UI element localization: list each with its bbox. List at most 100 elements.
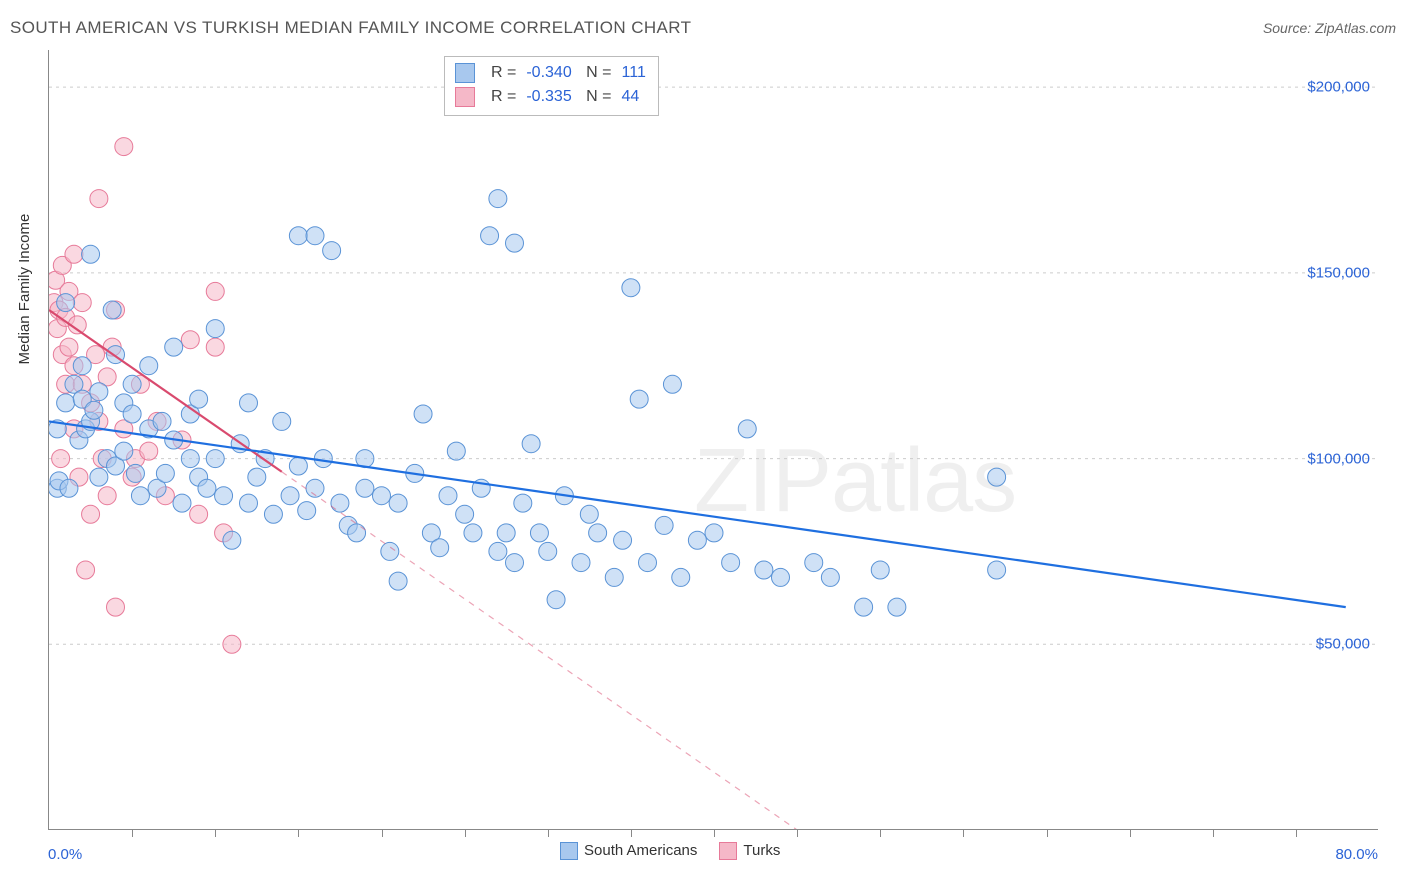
y-tick-label: $50,000 xyxy=(1316,636,1370,653)
data-point xyxy=(90,190,108,208)
x-tick xyxy=(548,829,549,837)
data-point xyxy=(206,282,224,300)
data-point xyxy=(506,554,524,572)
data-point xyxy=(140,442,158,460)
data-point xyxy=(489,190,507,208)
data-point xyxy=(871,561,889,579)
data-point xyxy=(447,442,465,460)
x-tick xyxy=(963,829,964,837)
data-point xyxy=(273,412,291,430)
data-point xyxy=(705,524,723,542)
data-point xyxy=(73,357,91,375)
data-point xyxy=(497,524,515,542)
x-tick xyxy=(298,829,299,837)
data-point xyxy=(57,394,75,412)
data-point xyxy=(223,531,241,549)
data-point xyxy=(514,494,532,512)
data-point xyxy=(52,450,70,468)
data-point xyxy=(530,524,548,542)
data-point xyxy=(580,505,598,523)
data-point xyxy=(589,524,607,542)
data-point xyxy=(738,420,756,438)
data-point xyxy=(439,487,457,505)
data-point xyxy=(755,561,773,579)
data-point xyxy=(381,542,399,560)
plot-area: R =-0.340 N =111 R =-0.335 N =44 ZIPatla… xyxy=(48,50,1378,830)
data-point xyxy=(156,464,174,482)
data-point xyxy=(131,487,149,505)
data-point xyxy=(77,561,95,579)
x-axis-min-label: 0.0% xyxy=(48,846,82,863)
data-point xyxy=(153,412,171,430)
x-tick xyxy=(1213,829,1214,837)
data-point xyxy=(722,554,740,572)
series-legend: South Americans Turks xyxy=(560,842,780,860)
data-point xyxy=(289,227,307,245)
x-tick xyxy=(215,829,216,837)
data-point xyxy=(123,405,141,423)
data-point xyxy=(821,568,839,586)
data-point xyxy=(988,468,1006,486)
data-point xyxy=(206,320,224,338)
data-point xyxy=(223,635,241,653)
legend-row-turks: R =-0.335 N =44 xyxy=(455,85,646,109)
legend-item-south-americans: South Americans xyxy=(560,842,697,860)
data-point xyxy=(57,294,75,312)
data-point xyxy=(539,542,557,560)
data-point xyxy=(688,531,706,549)
data-point xyxy=(639,554,657,572)
x-tick xyxy=(1296,829,1297,837)
data-point xyxy=(73,294,91,312)
y-axis-title: Median Family Income xyxy=(16,214,33,365)
data-point xyxy=(547,591,565,609)
data-point xyxy=(373,487,391,505)
swatch-icon xyxy=(455,63,475,83)
data-point xyxy=(655,516,673,534)
data-point xyxy=(464,524,482,542)
data-point xyxy=(115,138,133,156)
data-point xyxy=(85,401,103,419)
data-point xyxy=(522,435,540,453)
data-point xyxy=(103,301,121,319)
data-point xyxy=(115,442,133,460)
data-point xyxy=(107,598,125,616)
y-tick-label: $100,000 xyxy=(1307,450,1370,467)
data-point xyxy=(82,245,100,263)
x-tick xyxy=(382,829,383,837)
data-point xyxy=(506,234,524,252)
x-axis-max-label: 80.0% xyxy=(1335,846,1378,863)
data-point xyxy=(431,539,449,557)
data-point xyxy=(356,479,374,497)
data-point xyxy=(489,542,507,560)
data-point xyxy=(198,479,216,497)
x-tick xyxy=(1130,829,1131,837)
data-point xyxy=(190,390,208,408)
x-tick xyxy=(714,829,715,837)
data-point xyxy=(414,405,432,423)
chart-title: SOUTH AMERICAN VS TURKISH MEDIAN FAMILY … xyxy=(10,18,691,38)
x-tick xyxy=(1047,829,1048,837)
data-point xyxy=(389,572,407,590)
data-point xyxy=(123,375,141,393)
scatter-plot-svg xyxy=(49,50,1378,829)
data-point xyxy=(181,450,199,468)
data-point xyxy=(772,568,790,586)
data-point xyxy=(60,338,78,356)
data-point xyxy=(126,464,144,482)
data-point xyxy=(888,598,906,616)
data-point xyxy=(248,468,266,486)
x-tick xyxy=(132,829,133,837)
data-point xyxy=(306,227,324,245)
data-point xyxy=(181,331,199,349)
legend-item-turks: Turks xyxy=(719,842,780,860)
data-point xyxy=(323,242,341,260)
data-point xyxy=(855,598,873,616)
data-point xyxy=(90,468,108,486)
data-point xyxy=(65,245,83,263)
data-point xyxy=(190,505,208,523)
data-point xyxy=(630,390,648,408)
data-point xyxy=(298,502,316,520)
data-point xyxy=(331,494,349,512)
y-tick-label: $150,000 xyxy=(1307,264,1370,281)
swatch-icon xyxy=(560,842,578,860)
